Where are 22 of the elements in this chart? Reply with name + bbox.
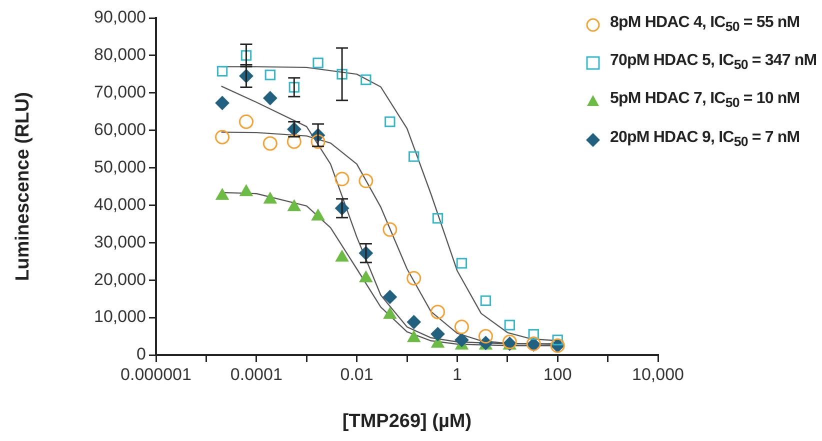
y-tick-label: 60,000: [94, 120, 146, 140]
x-tick-label: 100: [543, 364, 572, 384]
y-tick-label: 70,000: [94, 82, 146, 102]
y-tick-label: 40,000: [94, 194, 146, 214]
x-tick-label: 1: [452, 364, 462, 384]
y-tick-label: 80,000: [94, 45, 146, 64]
legend-label: 5pM HDAC 7, IC$_{50}$ = 10 nM: [610, 89, 800, 113]
y-axis-title: Luminescence (RLU): [12, 92, 34, 281]
y-tick-label: 20,000: [94, 270, 146, 289]
x-tick-label: 0.01: [340, 364, 374, 384]
legend-label: 20pM HDAC 9, IC$_{50}$ = 7 nM: [610, 128, 800, 151]
y-tick-label: 30,000: [94, 232, 146, 252]
x-tick-label: 0.000001: [120, 364, 192, 384]
y-tick-label: 50,000: [94, 157, 146, 176]
y-tick-label: 10,000: [94, 307, 146, 326]
y-tick-label: 90,000: [94, 8, 146, 27]
y-tick-label: 0: [136, 344, 146, 364]
x-tick-label: 0.0001: [230, 364, 282, 384]
x-tick-label: 10,000: [632, 364, 684, 384]
x-axis-title: [TMP269] (µM): [342, 410, 472, 432]
legend-label: 8pM HDAC 4, IC$_{50}$ = 55 nM: [610, 13, 800, 36]
legend-label: 70pM HDAC 5, IC$_{50}$ = 347 nM: [610, 51, 817, 74]
